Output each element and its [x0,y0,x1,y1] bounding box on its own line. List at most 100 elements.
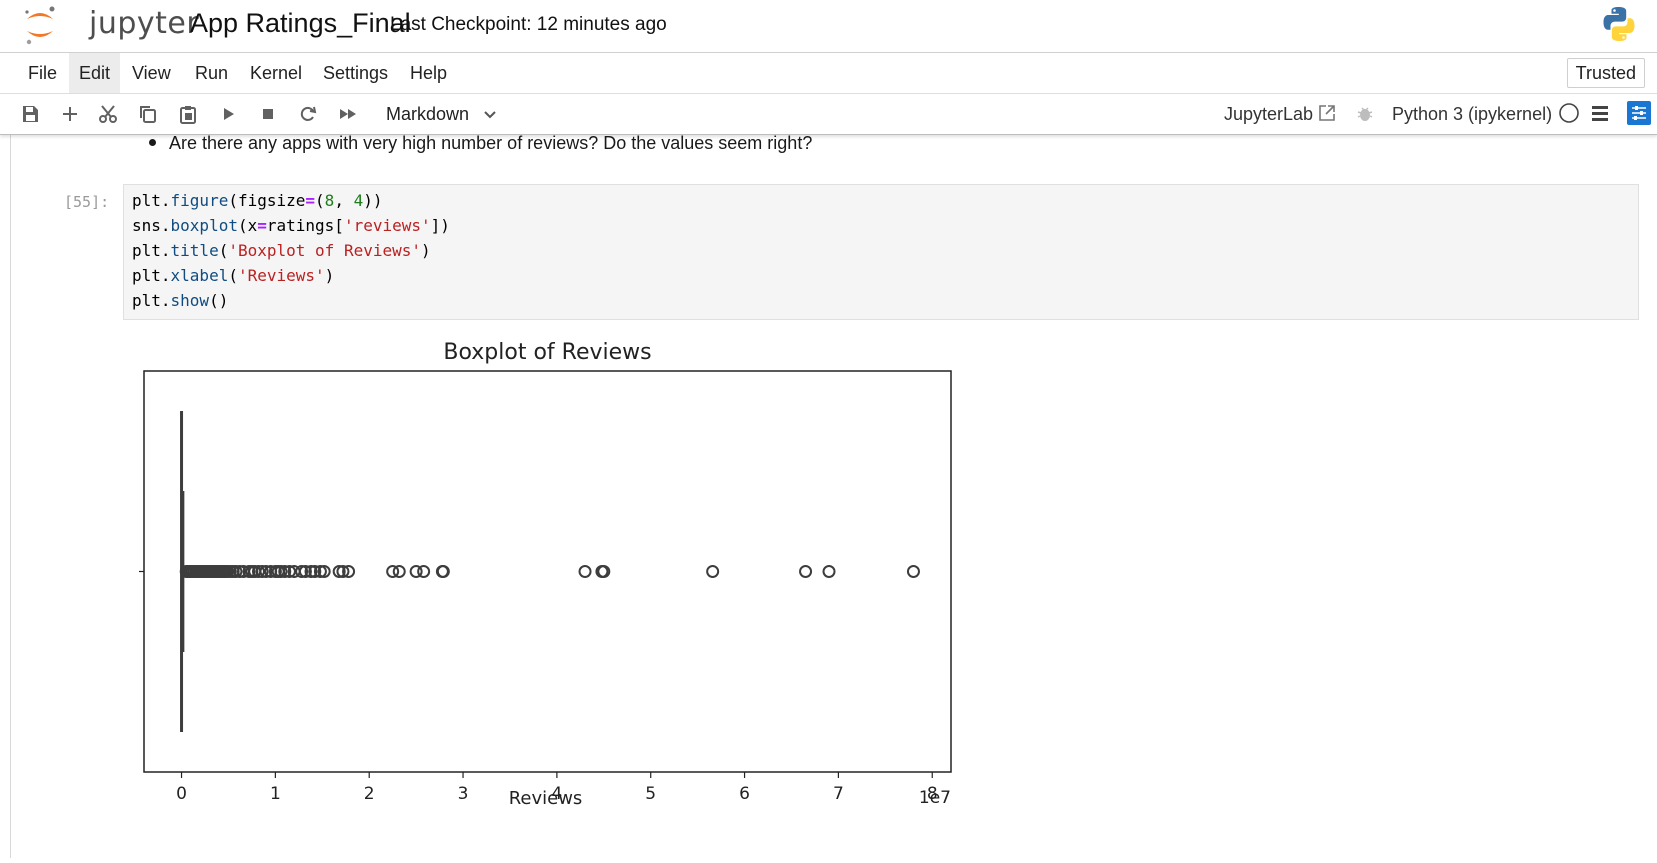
jupyter-logo[interactable]: jupyter [22,4,199,46]
jupyter-logo-icon [25,6,55,45]
code-token: title [170,241,219,260]
code-token: 8 [324,191,335,210]
outlier-point [906,565,920,578]
code-token: (x [237,216,258,235]
top-header: jupyter App Ratings_Final Last Checkpoin… [0,0,1657,53]
code-token: plt. [132,191,171,210]
open-jupyterlab-link[interactable]: JupyterLab [1224,104,1314,124]
paste-icon [180,106,196,124]
notebook-title[interactable]: App Ratings_Final [190,8,411,38]
trusted-indicator[interactable]: Trusted [1566,58,1645,88]
copy-icon [140,106,156,123]
outlier-point [706,565,720,578]
code-token: ( [315,191,325,210]
save-icon [23,106,38,122]
outlier-point [342,565,356,578]
menu-help[interactable]: Help [410,63,448,83]
chart-title: Boxplot of Reviews [443,340,651,365]
x-tick-label: 1 [270,784,281,804]
code-line: plt.xlabel('Reviews') [132,266,334,285]
paste-button[interactable] [176,102,200,126]
outlier-point [409,565,423,578]
menu-run[interactable]: Run [195,63,229,83]
x-tick-label: 6 [739,784,750,804]
code-token: (figsize [228,191,306,210]
last-checkpoint-status: Last Checkpoint: 12 minutes ago [390,14,667,35]
code-token: boxplot [170,216,238,235]
code-line: plt.figure(figsize=(8, 4)) [132,191,382,210]
run-all-button[interactable] [336,102,360,126]
boxplot-output: Boxplot of Reviews 0 1 2 3 4 5 6 7 8 Reviews 1e7 [123,330,1023,858]
menu-settings[interactable]: Settings [323,63,389,83]
outlier-point [304,565,318,578]
stop-icon [263,109,273,119]
debugger-icon[interactable] [1355,104,1375,124]
code-token: plt. [132,291,171,310]
code-token: = [257,216,267,235]
outlier-point [282,565,296,578]
property-inspector-button[interactable] [1627,101,1651,125]
menu-edit[interactable]: Edit [69,53,121,93]
outlier-point [799,565,813,578]
code-line: plt.title('Boxplot of Reviews') [132,241,431,260]
menu-bar: File Edit View Run Kernel Settings Help … [0,53,1657,94]
outlier-point [336,565,350,578]
cut-icon [99,105,117,123]
code-token: xlabel [170,266,229,285]
cut-button[interactable] [96,102,120,126]
x-tick-label: 2 [364,784,375,804]
outlier-point [274,565,288,578]
outlier-point [578,565,592,578]
code-token: sns. [132,216,171,235]
code-token: )) [363,191,383,210]
outlier-point [332,565,346,578]
menu-kernel[interactable]: Kernel [250,63,303,83]
code-token: , [334,191,354,210]
outlier-point [308,565,322,578]
external-link-icon[interactable] [1317,103,1337,123]
outlier-point [436,565,450,578]
add-cell-button[interactable] [58,102,82,126]
x-tick-label: 7 [833,784,844,804]
code-token: () [209,291,229,310]
x-tick-label: 3 [458,784,469,804]
code-token: 'Reviews' [237,266,325,285]
restart-icon [300,106,317,121]
code-token: 4 [353,191,364,210]
kernel-status-icon [1559,103,1579,123]
menu-lines-icon[interactable] [1590,103,1610,123]
outlier-point [417,565,431,578]
outlier-point [822,565,836,578]
outlier-point [259,565,273,578]
x-tick-label: 0 [176,784,187,804]
chevron-down-icon[interactable] [483,108,497,122]
copy-button[interactable] [136,102,160,126]
code-token: = [305,191,316,210]
stop-button[interactable] [256,102,280,126]
notebook-toolbar: Markdown JupyterLab Python 3 (ipykernel) [0,94,1657,135]
code-token: plt. [132,241,171,260]
outlier-point [251,565,265,578]
outlier-point [233,565,247,578]
outlier-point [313,565,327,578]
menu-view[interactable]: View [132,63,171,83]
save-button[interactable] [18,102,42,126]
code-token: ) [324,266,335,285]
outlier-point [255,565,269,578]
menu-file[interactable]: File [28,63,58,83]
kernel-name[interactable]: Python 3 (ipykernel) [1392,104,1553,124]
jupyter-logo-text: jupyter [89,6,200,41]
code-cell-editor[interactable]: plt.figure(figsize=(8, 4)) sns.boxplot(x=… [123,184,1639,320]
code-token: ( [228,266,238,285]
run-button[interactable] [216,102,240,126]
outlier-point [295,565,309,578]
code-line: plt.show() [132,291,228,310]
cell-type-select[interactable]: Markdown [386,104,470,124]
code-token: ) [421,241,431,260]
x-axis-label: Reviews [509,788,583,809]
bullet-point [149,139,156,146]
notebook-panel [0,135,1657,858]
outlier-point [298,565,312,578]
execution-count-prompt: [55]: [64,193,110,211]
restart-button[interactable] [296,102,320,126]
